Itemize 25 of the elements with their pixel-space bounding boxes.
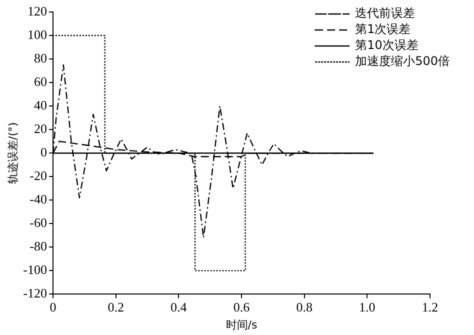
y-tick-label: 80 [34,50,48,66]
y-tick-label: -80 [30,238,48,254]
y-tick-label: -20 [30,168,48,184]
x-tick-label: 0.6 [233,299,250,314]
y-tick-label: 40 [34,97,48,112]
x-tick-label: 0.2 [108,299,124,314]
x-tick-label: 1.0 [359,299,376,314]
legend-label: 第1次误差 [355,22,411,36]
y-tick-label: -100 [23,262,48,278]
y-tick-label: -60 [30,215,48,230]
legend-label: 第10次误差 [355,38,418,52]
y-tick-label: 0 [40,144,48,160]
x-tick-label: 1.2 [422,299,438,314]
y-tick-label: -120 [23,286,48,301]
x-axis-title: 时间/s [226,318,258,332]
y-tick-label: 120 [28,3,48,18]
x-tick-label: 0.8 [296,299,312,314]
y-tick-label: -40 [30,192,48,207]
y-tick-label: 60 [34,74,48,89]
y-tick-label: 100 [28,26,48,42]
legend-label: 迭代前误差 [355,6,416,20]
y-axis-title: 轨迹误差/(°) [6,122,20,184]
y-tick-label: 20 [34,121,48,136]
x-tick-label: 0.4 [170,299,188,314]
legend-label: 加速度缩小500倍 [355,54,450,68]
